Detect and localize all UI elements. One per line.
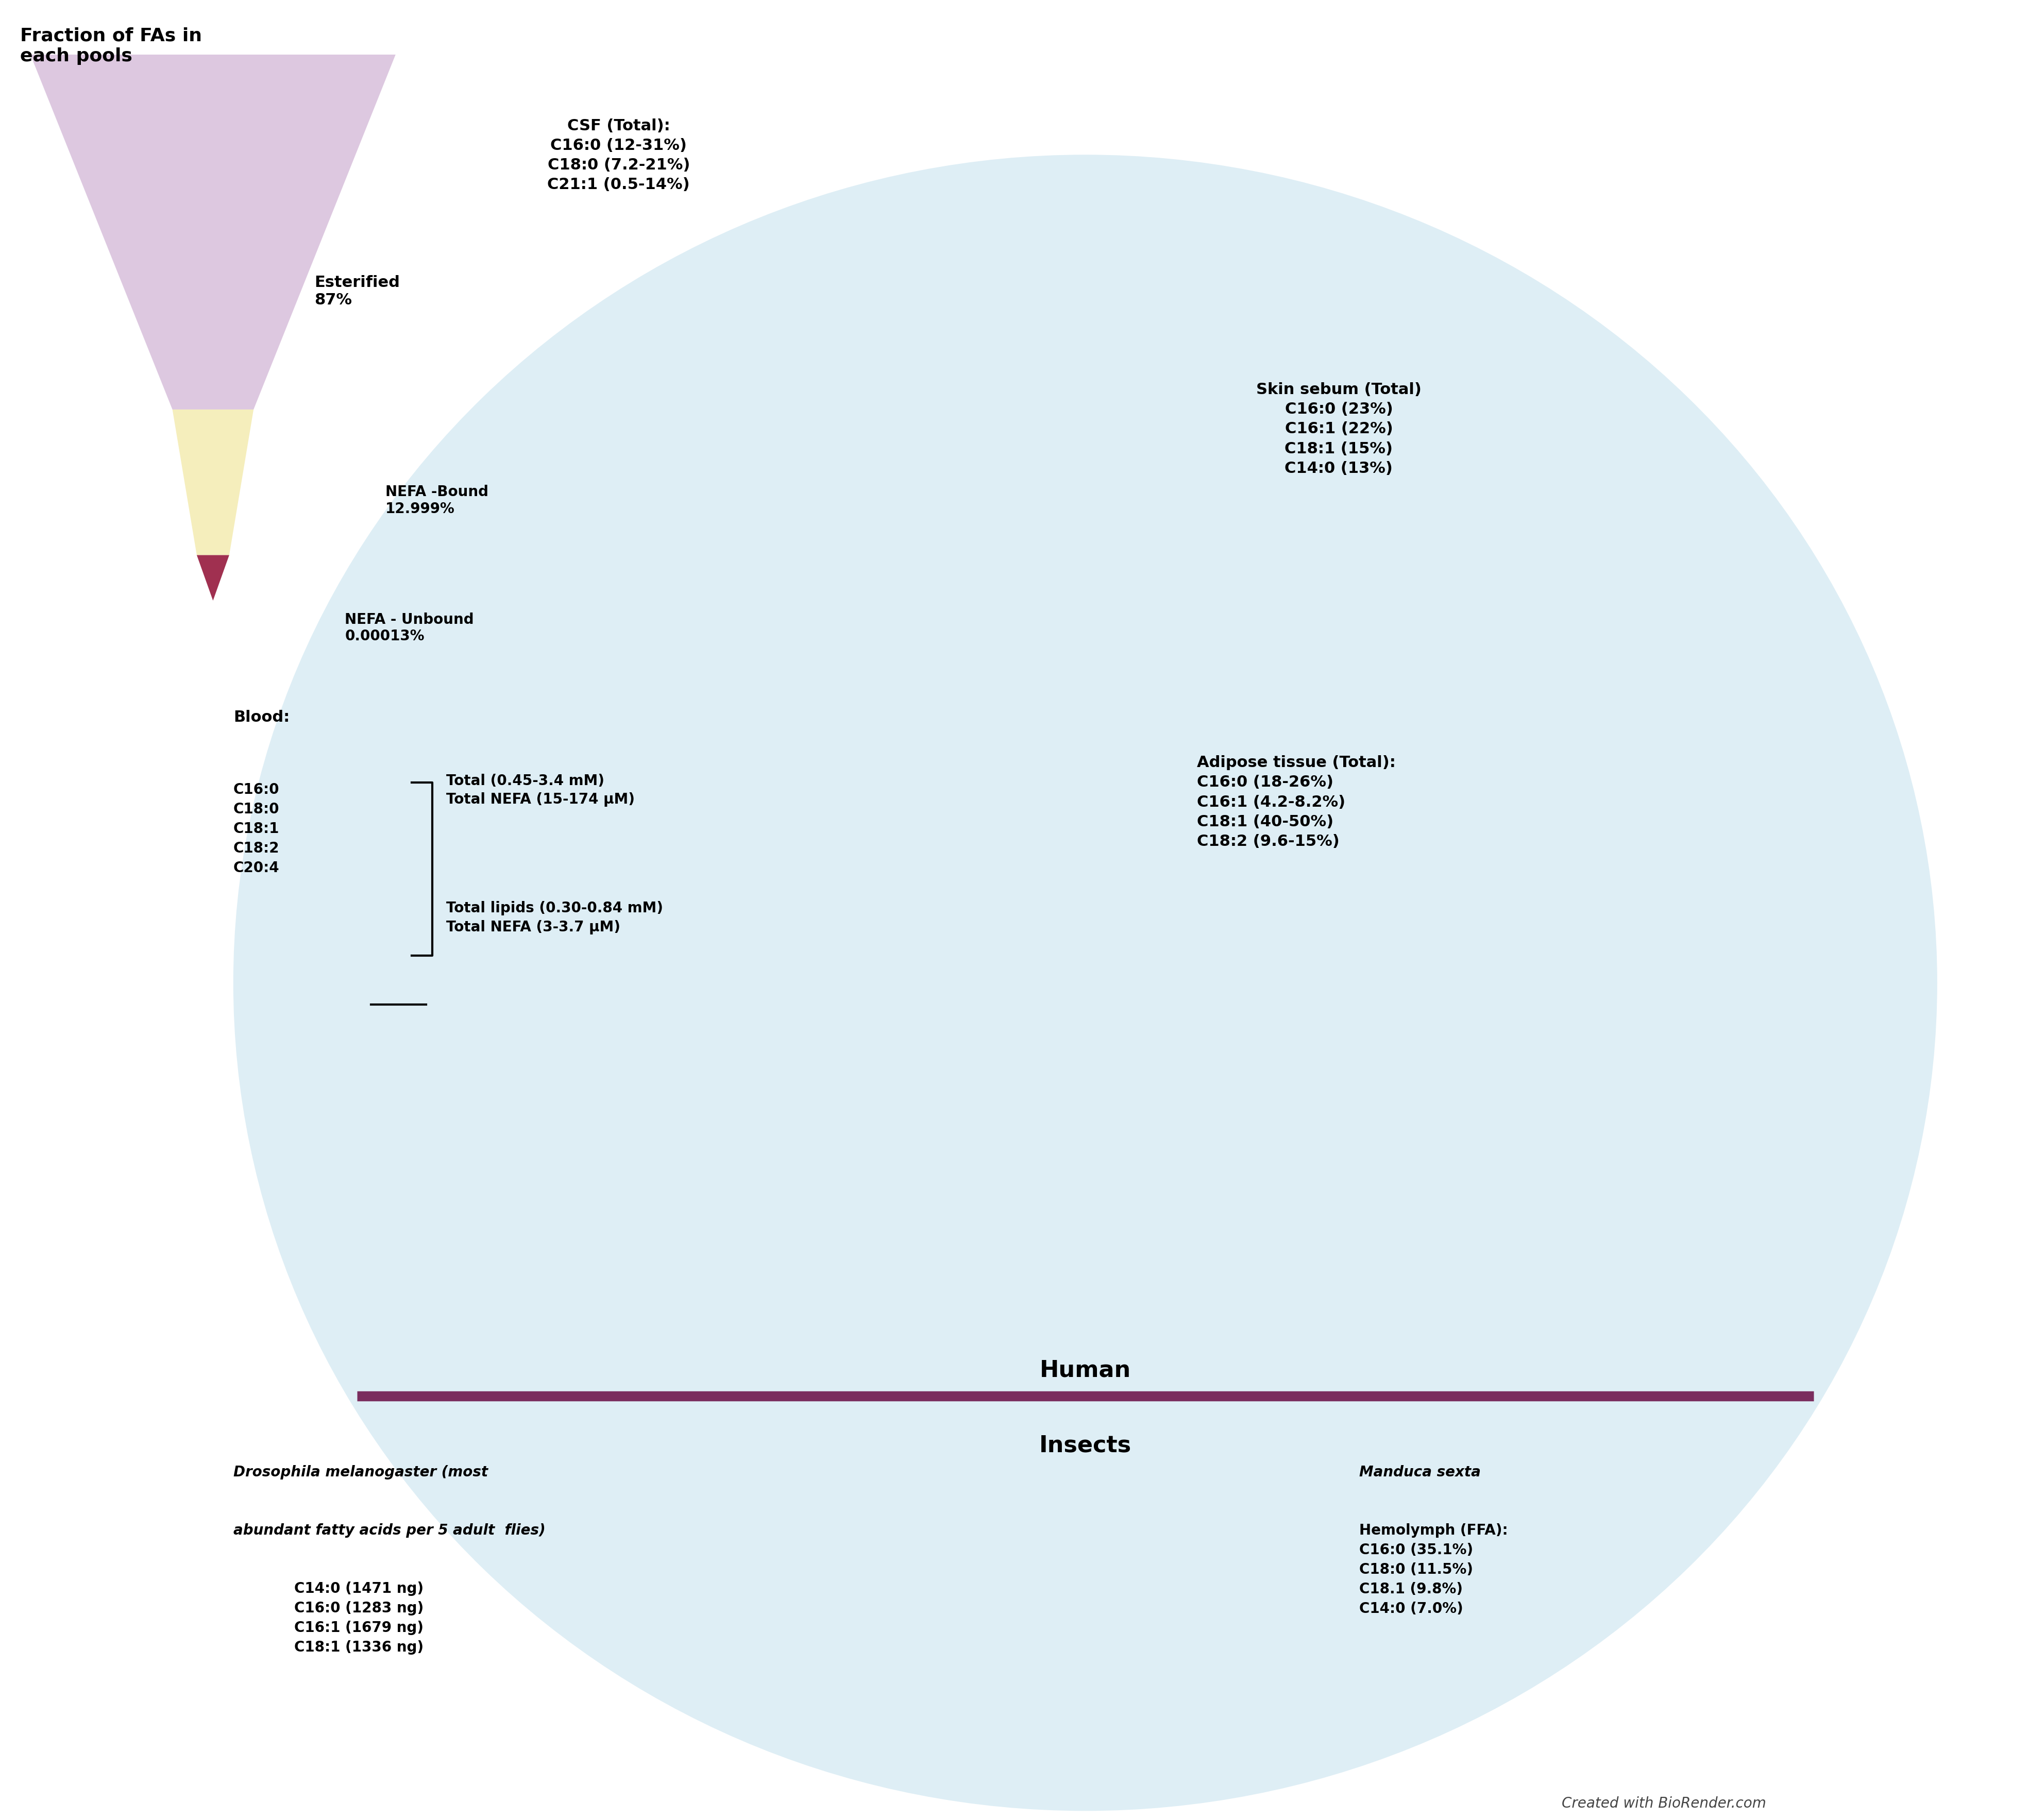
Text: Blood:: Blood: [233, 710, 290, 724]
Text: Manduca sexta: Manduca sexta [1359, 1465, 1480, 1480]
Text: abundant fatty acids per 5 adult  flies): abundant fatty acids per 5 adult flies) [233, 1523, 546, 1538]
Text: Esterified
87%: Esterified 87% [314, 275, 400, 308]
Text: Insects: Insects [1038, 1434, 1132, 1456]
Text: NEFA -Bound
12.999%: NEFA -Bound 12.999% [385, 484, 489, 517]
Text: Drosophila melanogaster (most: Drosophila melanogaster (most [233, 1465, 489, 1480]
Polygon shape [172, 410, 254, 555]
Ellipse shape [233, 155, 1937, 1811]
Text: Total (0.45-3.4 mM)
Total NEFA (15-174 μM): Total (0.45-3.4 mM) Total NEFA (15-174 μ… [446, 774, 635, 806]
Text: Fraction of FAs in
each pools: Fraction of FAs in each pools [20, 27, 203, 66]
Text: Adipose tissue (Total):
C16:0 (18-26%)
C16:1 (4.2-8.2%)
C18:1 (40-50%)
C18:2 (9.: Adipose tissue (Total): C16:0 (18-26%) C… [1197, 755, 1395, 848]
Polygon shape [197, 555, 229, 601]
Text: Hemolymph (FFA):
C16:0 (35.1%)
C18:0 (11.5%)
C18.1 (9.8%)
C14:0 (7.0%): Hemolymph (FFA): C16:0 (35.1%) C18:0 (11… [1359, 1523, 1507, 1616]
Text: C14:0 (1471 ng)
C16:0 (1283 ng)
C16:1 (1679 ng)
C18:1 (1336 ng): C14:0 (1471 ng) C16:0 (1283 ng) C16:1 (1… [294, 1582, 424, 1654]
Text: NEFA - Unbound
0.00013%: NEFA - Unbound 0.00013% [345, 612, 475, 644]
Text: C16:0
C18:0
C18:1
C18:2
C20:4: C16:0 C18:0 C18:1 C18:2 C20:4 [233, 783, 280, 875]
Text: CSF (Total):
C16:0 (12-31%)
C18:0 (7.2-21%)
C21:1 (0.5-14%): CSF (Total): C16:0 (12-31%) C18:0 (7.2-2… [548, 118, 690, 193]
Text: Total lipids (0.30-0.84 mM)
Total NEFA (3-3.7 μM): Total lipids (0.30-0.84 mM) Total NEFA (… [446, 901, 663, 934]
Text: Skin sebum (Total)
C16:0 (23%)
C16:1 (22%)
C18:1 (15%)
C14:0 (13%): Skin sebum (Total) C16:0 (23%) C16:1 (22… [1255, 382, 1422, 475]
Text: Human: Human [1038, 1360, 1132, 1381]
Polygon shape [30, 55, 395, 410]
Text: Created with BioRender.com: Created with BioRender.com [1562, 1796, 1766, 1811]
